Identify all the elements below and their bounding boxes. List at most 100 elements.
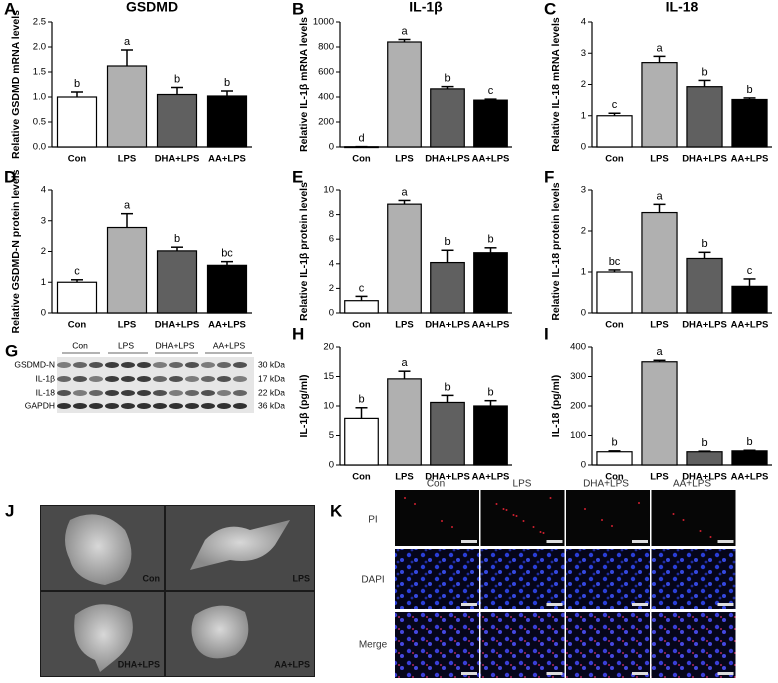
significance-letter: b [611, 437, 617, 449]
pi-dot [672, 513, 675, 515]
column-header: AA+LPS [673, 479, 711, 490]
pi-dot [709, 536, 712, 538]
sem-label: Con [143, 573, 161, 583]
blot-band [137, 362, 151, 368]
y-tick-label: 2 [581, 79, 586, 90]
y-tick-label: 4 [329, 258, 334, 269]
y-tick-label: 4 [41, 185, 46, 196]
y-axis-label: IL-1β (pg/ml) [298, 375, 310, 438]
blot-band [185, 390, 199, 396]
scale-bar [546, 672, 563, 675]
pi-dot [512, 514, 515, 516]
y-tick-label: 1.0 [33, 92, 46, 103]
panel-label: B [292, 0, 304, 18]
x-tick-label: Con [605, 472, 624, 483]
x-tick-label: Con [68, 154, 87, 165]
x-tick-label: Con [605, 154, 624, 165]
x-tick-label: AA+LPS [472, 154, 510, 165]
y-tick-label: 2 [329, 283, 334, 294]
significance-letter: d [358, 133, 364, 145]
bar [686, 451, 723, 466]
y-tick-label: 0 [581, 142, 586, 153]
x-tick-label: LPS [118, 320, 136, 331]
column-header: Con [427, 479, 445, 490]
y-tick-label: 2 [41, 246, 46, 257]
chart-title: IL-18 [666, 0, 699, 15]
y-tick-label: 0 [329, 142, 334, 153]
significance-letter: b [701, 238, 707, 250]
y-tick-label: 15 [323, 371, 334, 382]
bar [106, 226, 148, 314]
significance-letter: c [74, 266, 80, 278]
y-tick-label: 0 [581, 308, 586, 319]
pi-dot [699, 530, 702, 532]
significance-letter: a [401, 186, 408, 198]
bar [156, 250, 198, 314]
blot-band [233, 362, 247, 368]
blot-band [185, 376, 199, 382]
x-tick-label: Con [352, 472, 371, 483]
x-tick-label: DHA+LPS [425, 320, 470, 331]
y-axis-label: Relative IL-1β mRNA levels [298, 17, 310, 152]
bar [56, 281, 98, 314]
sem-label: AA+LPS [274, 659, 310, 669]
y-axis-label: Relative GSDMD mRNA levels [10, 10, 22, 159]
significance-letter: b [444, 236, 450, 248]
panel-label: F [544, 167, 554, 186]
bar [156, 93, 198, 148]
bar [596, 451, 633, 466]
panel-label: G [5, 341, 18, 360]
bar [596, 115, 633, 148]
y-tick-label: 1 [581, 267, 586, 278]
significance-letter: b [74, 78, 80, 90]
y-tick-label: 10 [323, 185, 334, 196]
x-tick-label: AA+LPS [472, 472, 510, 483]
micrograph [480, 612, 565, 678]
scale-bar [717, 540, 734, 543]
bar [473, 99, 508, 148]
pi-dot [502, 508, 505, 510]
sem-label: DHA+LPS [118, 659, 160, 669]
blot-band [105, 403, 119, 409]
y-tick-label: 1 [581, 110, 586, 121]
bar [686, 257, 723, 314]
x-tick-label: AA+LPS [731, 154, 769, 165]
pi-dot [441, 520, 443, 522]
significance-letter: b [174, 233, 180, 245]
y-tick-label: 6 [329, 234, 334, 245]
blot-band [137, 390, 151, 396]
blot-band [57, 376, 71, 382]
y-axis-label: Relative GSDMD-N protein levels [10, 169, 22, 333]
x-tick-label: LPS [395, 472, 413, 483]
x-tick-label: Con [352, 320, 371, 331]
bar [206, 264, 248, 314]
blot-band [73, 403, 87, 409]
blot-band [73, 376, 87, 382]
bar [430, 88, 465, 148]
y-tick-label: 1 [41, 277, 46, 288]
blot-band [169, 403, 183, 409]
micrograph [651, 549, 736, 609]
significance-letter: b [358, 394, 364, 406]
bar [430, 261, 465, 314]
y-tick-label: 3 [581, 185, 586, 196]
scale-bar [461, 603, 477, 606]
lane-group: Con [72, 340, 88, 350]
y-tick-label: 200 [570, 401, 586, 412]
x-tick-label: DHA+LPS [155, 154, 200, 165]
y-tick-label: 2.5 [33, 17, 46, 28]
pi-dot [549, 497, 552, 499]
significance-letter: a [401, 357, 408, 369]
y-tick-label: 300 [570, 371, 586, 382]
x-tick-label: Con [605, 320, 624, 331]
blot-band [121, 362, 135, 368]
y-tick-label: 200 [318, 117, 334, 128]
y-tick-label: 0 [41, 308, 46, 319]
blot-band [89, 376, 103, 382]
lane-group: DHA+LPS [156, 340, 195, 350]
blot-band [137, 376, 151, 382]
y-axis-label: Relative IL-18 protein levels [550, 182, 562, 320]
row-header: PI [368, 515, 377, 526]
blot-band [89, 403, 103, 409]
y-tick-label: 0.5 [33, 117, 46, 128]
